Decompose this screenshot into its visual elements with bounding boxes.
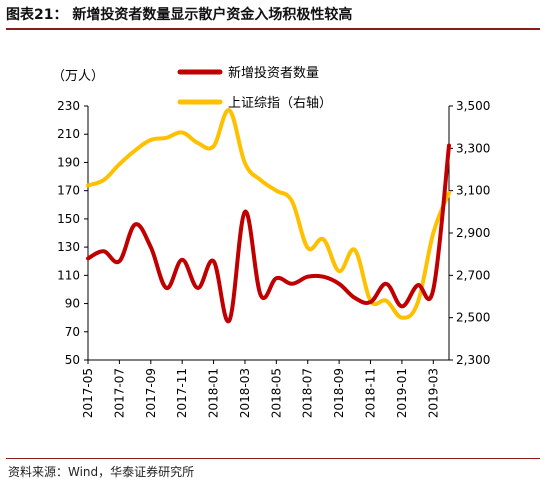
- y-left-tick-label: 190: [57, 155, 80, 169]
- y-right-tick-label: 3,100: [456, 184, 490, 198]
- chart-title: 图表21： 新增投资者数量显示散户资金入场积极性较高: [6, 7, 353, 23]
- y-left-tick-label: 110: [57, 268, 80, 282]
- x-tick-label: 2019-03: [426, 368, 440, 418]
- y-left-tick-label: 210: [57, 127, 80, 141]
- axes: 230 210 190 170 150 130 110 90 70 50 3,500 3,300 3,1…: [57, 99, 490, 418]
- series-line-shanghai-index: [86, 108, 451, 320]
- y-right-tick-label: 3,500: [456, 99, 490, 113]
- source-note: 资料来源：Wind，华泰证券研究所: [8, 465, 195, 479]
- title-divider: [6, 28, 540, 30]
- legend-label: 上证综指（右轴）: [228, 96, 332, 111]
- x-tick-label: 2018-05: [269, 368, 283, 418]
- x-tick-label: 2017-09: [144, 368, 158, 418]
- series-lines: [86, 108, 451, 324]
- y-right-tick-label: 2,300: [456, 353, 490, 367]
- y-right-tick-label: 3,300: [456, 141, 490, 155]
- y-left-tick-label: 70: [65, 325, 80, 339]
- y-left-tick-label: 230: [57, 99, 80, 113]
- y-left-unit-label: （万人）: [52, 69, 104, 84]
- y-left-tick-label: 50: [65, 353, 80, 367]
- y-left-tick-label: 130: [57, 240, 80, 254]
- y-left-tick-label: 90: [65, 297, 80, 311]
- footer-divider: [6, 458, 540, 459]
- x-tick-label: 2018-07: [301, 368, 315, 418]
- x-tick-label: 2019-01: [395, 368, 409, 418]
- y-right-tick-label: 2,900: [456, 226, 490, 240]
- x-tick-label: 2018-11: [364, 368, 378, 418]
- y-right-tick-label: 2,700: [456, 268, 490, 282]
- x-tick-label: 2018-03: [238, 368, 252, 418]
- x-tick-label: 2018-09: [332, 368, 346, 418]
- y-left-tick-label: 150: [57, 212, 80, 226]
- y-left-tick-label: 170: [57, 184, 80, 198]
- x-tick-label: 2018-01: [207, 368, 221, 418]
- y-right-tick-label: 2,500: [456, 311, 490, 325]
- x-tick-label: 2017-07: [112, 368, 126, 418]
- legend-label: 新增投资者数量: [228, 65, 319, 81]
- x-tick-label: 2017-05: [81, 368, 95, 418]
- series-line-new-investors: [86, 143, 451, 324]
- x-tick-label: 2017-11: [175, 368, 189, 418]
